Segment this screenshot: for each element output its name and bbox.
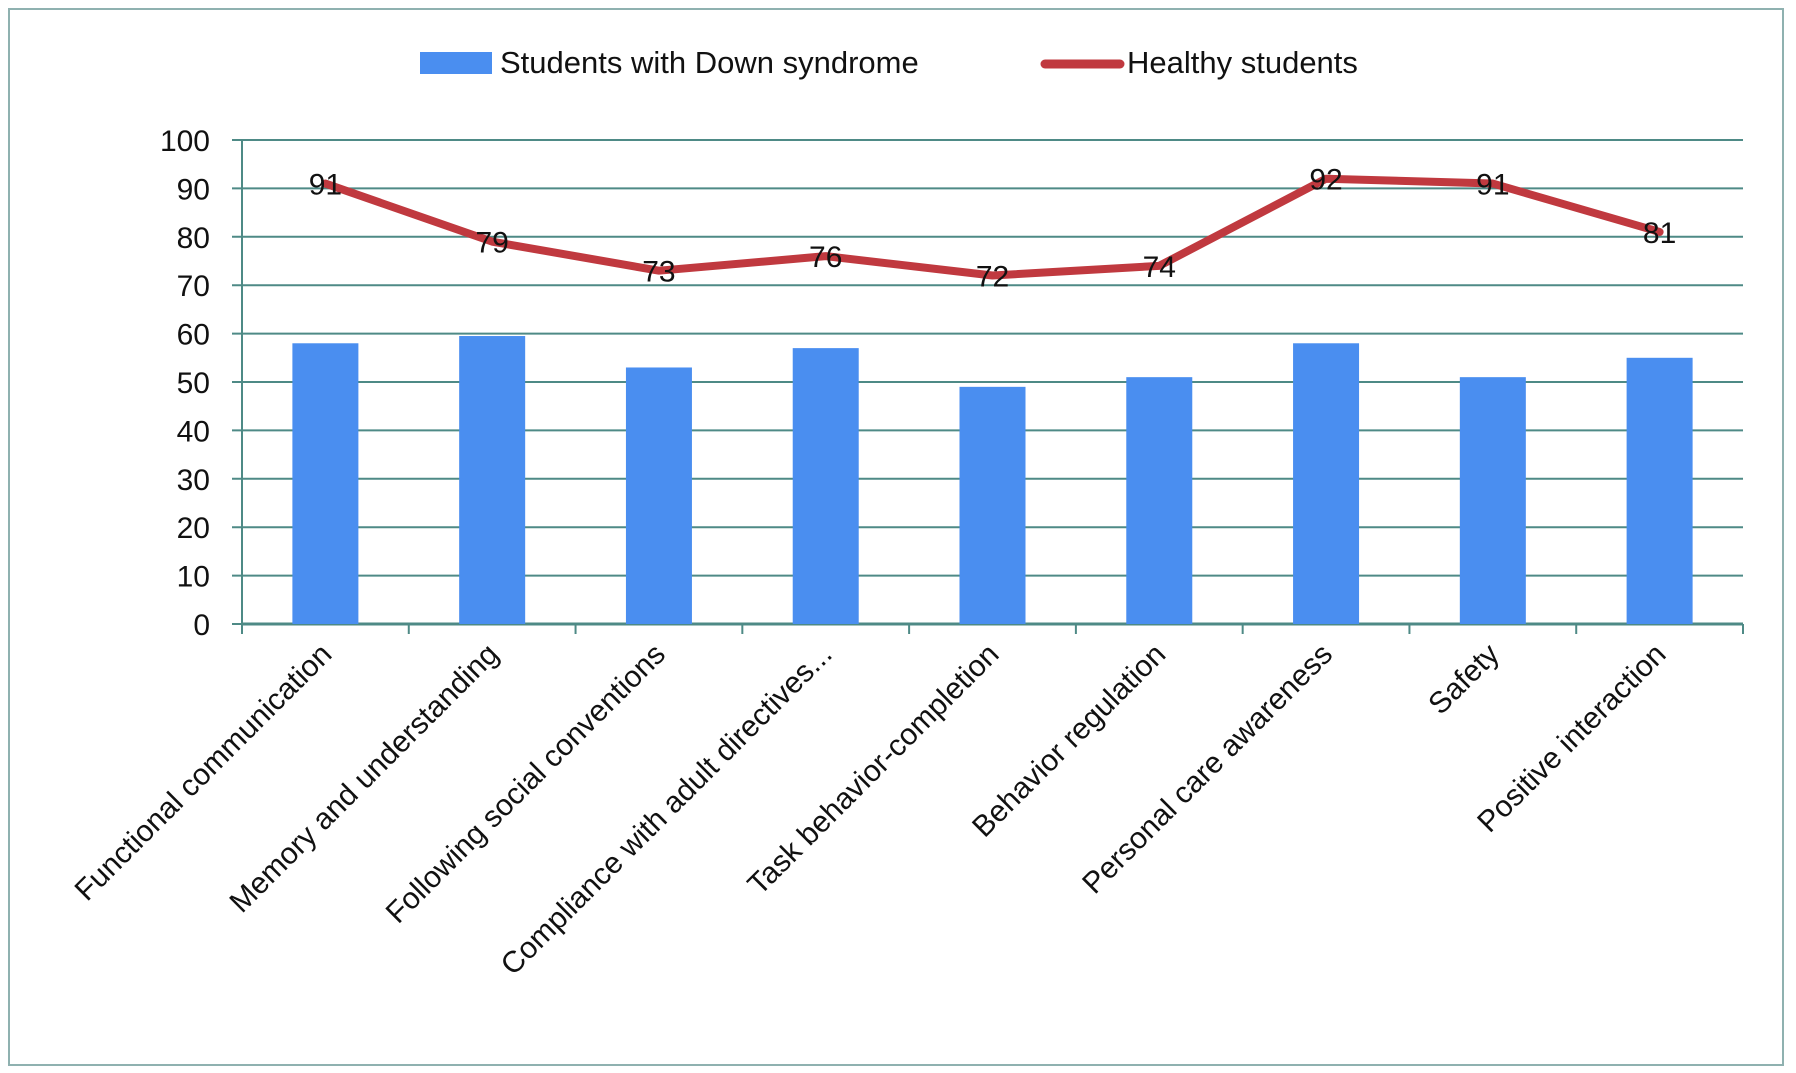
y-tick-label: 0 <box>193 609 210 642</box>
y-tick-label: 80 <box>177 222 210 255</box>
line-series-healthy <box>321 174 1664 280</box>
x-tick-label: Following social conventions <box>380 638 672 930</box>
y-tick-label: 40 <box>177 415 210 448</box>
bar <box>1459 377 1526 624</box>
y-tick-label: 30 <box>177 464 210 497</box>
x-tick-label: Compliance with adult directives... <box>495 638 839 982</box>
x-tick-label: Safety <box>1422 638 1505 721</box>
data-label: 79 <box>475 227 508 260</box>
data-label: 91 <box>1476 169 1509 202</box>
data-label: 81 <box>1643 217 1676 250</box>
x-tick-label: Memory and understanding <box>224 638 506 920</box>
data-label: 73 <box>642 256 675 289</box>
data-label: 74 <box>1143 251 1176 284</box>
data-label: 72 <box>976 261 1009 294</box>
legend: Students with Down syndrome Healthy stud… <box>420 45 1358 80</box>
y-tick-label: 90 <box>177 173 210 206</box>
bar <box>625 367 692 624</box>
bar <box>1126 377 1193 624</box>
bar <box>292 343 359 624</box>
y-tick-label: 10 <box>177 561 210 594</box>
legend-label-bar: Students with Down syndrome <box>500 45 919 80</box>
y-tick-label: 100 <box>160 125 210 158</box>
y-tick-label: 50 <box>177 367 210 400</box>
y-tick-label: 20 <box>177 512 210 545</box>
bar <box>1626 357 1693 624</box>
x-tick-label: Positive interaction <box>1471 638 1672 839</box>
data-label: 91 <box>309 169 342 202</box>
chart-frame <box>8 8 1784 1066</box>
bar <box>459 336 526 624</box>
legend-swatch-bar <box>420 52 492 74</box>
data-label: 76 <box>809 241 842 274</box>
y-tick-label: 60 <box>177 319 210 352</box>
legend-label-line: Healthy students <box>1127 45 1358 80</box>
y-tick-label: 70 <box>177 270 210 303</box>
bar <box>1293 343 1360 624</box>
data-label: 92 <box>1309 164 1342 197</box>
bar <box>959 386 1026 624</box>
bar <box>792 348 859 624</box>
